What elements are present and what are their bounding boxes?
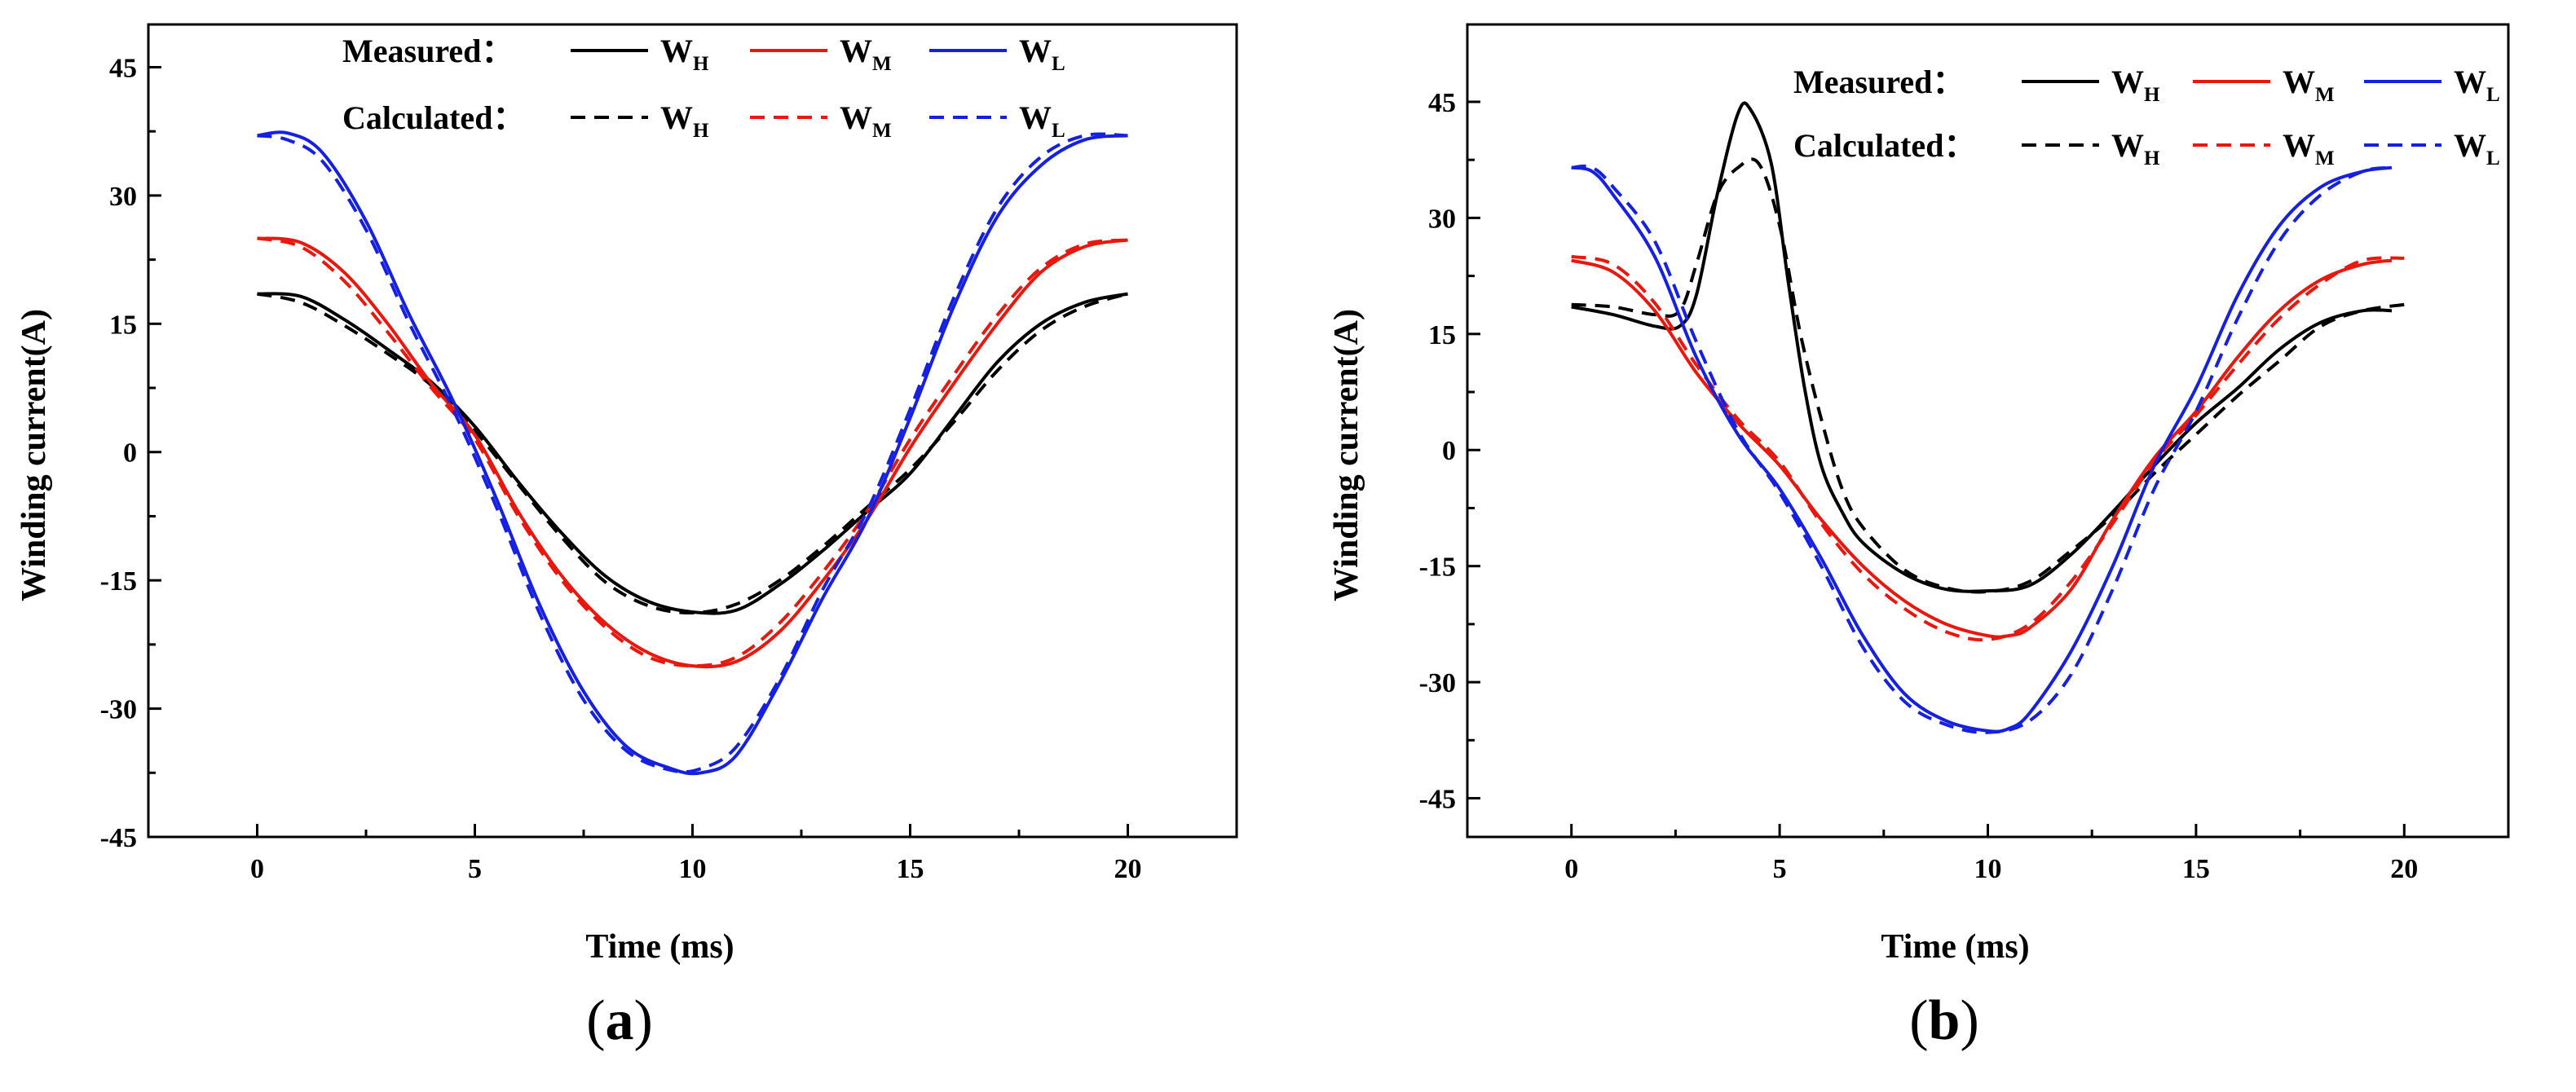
y-tick-label: -45 [100, 823, 137, 853]
plot-frame [147, 23, 1238, 839]
y-tick-label: -45 [1419, 785, 1456, 815]
legend-subscript: L [2486, 84, 2500, 106]
series-measured-wl [257, 130, 1128, 776]
legend-subscript: M [872, 120, 892, 142]
x-tick-label: 10 [1974, 854, 2002, 884]
y-tick-label: 30 [109, 182, 137, 212]
panel-label-letter: b [1929, 989, 1961, 1052]
series-measured-wh [1571, 101, 2393, 593]
series-measured-wm [1571, 258, 2393, 639]
legend-measured-label: Measured： [342, 33, 514, 69]
y-axis-title: Winding current(A) [15, 309, 53, 601]
x-tick-label: 5 [1773, 854, 1787, 884]
legend-subscript: M [872, 53, 892, 75]
legend: Measured： WH WM WL Calculated： WH WM WL [1793, 64, 2500, 170]
y-tick-label: -30 [1419, 668, 1456, 698]
legend-subscript: L [1052, 120, 1065, 142]
legend-entry-wm: WM [840, 99, 892, 142]
legend-entry-wl: WL [1019, 33, 1065, 75]
legend-measured-label: Measured： [1793, 64, 1965, 100]
x-axis-title: Time (ms) [1881, 928, 2029, 966]
panel-label-close: ) [634, 989, 653, 1052]
legend-subscript: L [1052, 53, 1065, 75]
legend-subscript: H [2144, 84, 2160, 106]
x-tick-label: 20 [2390, 854, 2418, 884]
series-calculated-wm [1571, 254, 2405, 642]
legend-calculated-label: Calculated： [1793, 127, 1976, 164]
legend-entry-wh: WH [2111, 64, 2160, 106]
x-tick-label: 15 [897, 854, 924, 884]
legend: Measured： WH WM WL Calculated： WH WM WL [342, 33, 1065, 142]
legend-subscript: M [2315, 148, 2335, 170]
legend-subscript: H [2144, 148, 2160, 170]
legend-entry-wm: WM [2283, 127, 2335, 170]
y-tick-label: 45 [109, 53, 137, 83]
panel-label-close: ) [1960, 989, 1978, 1052]
panel-label: (b) [1909, 989, 1979, 1052]
series-measured-wm [257, 236, 1128, 669]
series-calculated-wl [257, 132, 1128, 774]
legend-entry-wm: WM [2283, 64, 2335, 106]
x-tick-label: 20 [1114, 854, 1142, 884]
x-tick-label: 0 [1564, 854, 1578, 884]
series-measured-wl [1571, 165, 2393, 733]
x-tick-label: 0 [250, 854, 264, 884]
panel-label-open: ( [1909, 989, 1928, 1052]
legend-calculated-label: Calculated： [342, 99, 525, 136]
series-calculated-wm [257, 236, 1128, 668]
series-calculated-wh [1571, 157, 2405, 594]
panel-label-open: ( [586, 989, 605, 1052]
series-calculated-wh [257, 292, 1129, 615]
x-tick-label: 5 [468, 854, 482, 884]
legend-entry-wh: WH [660, 33, 709, 75]
plot-frame [1466, 23, 2510, 839]
y-tick-label: 45 [1428, 88, 1456, 118]
x-tick-label: 15 [2182, 854, 2210, 884]
legend-entry-wl: WL [1019, 99, 1065, 142]
series-group [1571, 101, 2405, 734]
y-tick-label: 0 [123, 438, 137, 469]
legend-subscript: H [693, 120, 709, 142]
y-tick-label: -15 [100, 566, 137, 597]
legend-subscript: L [2486, 148, 2500, 170]
x-axis-title: Time (ms) [585, 928, 734, 966]
y-tick-label: 30 [1428, 204, 1456, 234]
legend-entry-wm: WM [840, 33, 892, 75]
y-tick-label: 0 [1442, 436, 1456, 466]
chart-panel-b: 0 5 10 15 20 45 30 15 0 -15 -30 -45 Time (ms) Winding… [1328, 23, 2510, 1052]
panel-label: (a) [586, 989, 653, 1052]
x-tick-label: 10 [679, 854, 707, 884]
y-tick-label: -30 [100, 695, 137, 725]
panel-label-letter: a [606, 989, 634, 1052]
legend-entry-wl: WL [2454, 127, 2500, 170]
y-tick-label: 15 [1428, 320, 1456, 350]
series-calculated-wl [1571, 164, 2393, 734]
y-tick-label: -15 [1419, 553, 1456, 583]
series-measured-wh [257, 292, 1128, 615]
y-tick-label: 15 [109, 310, 137, 340]
legend-subscript: H [693, 53, 709, 75]
legend-subscript: M [2315, 84, 2335, 106]
y-axis-title: Winding current(A) [1328, 309, 1365, 601]
series-group [257, 130, 1129, 776]
legend-entry-wh: WH [2111, 127, 2160, 170]
chart-panel-a: 0 5 10 15 20 45 30 15 0 -15 -30 -45 Time (ms) Winding… [15, 23, 1238, 1052]
legend-entry-wh: WH [660, 99, 709, 142]
legend-entry-wl: WL [2454, 64, 2500, 106]
